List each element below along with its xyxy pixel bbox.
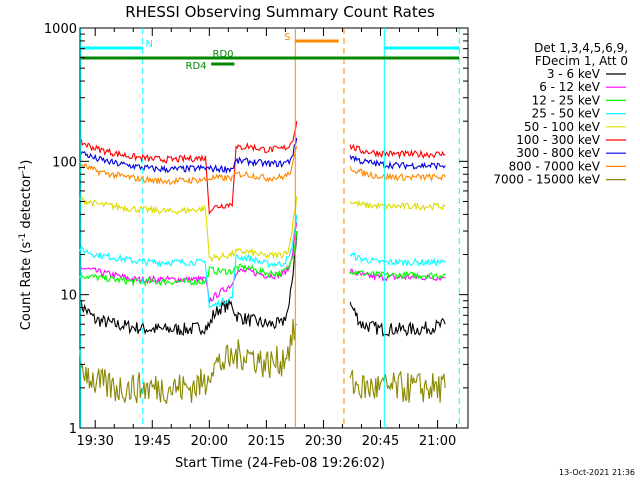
legend-header-line-2: FDecim 1, Att 0 <box>535 54 628 68</box>
series-line-3-part-1 <box>349 251 446 267</box>
x-tick-label-5: 20:45 <box>362 434 399 449</box>
flag-layer: N S RD0 RD4 <box>80 32 460 72</box>
series-line-2-part-0 <box>79 231 298 287</box>
x-tick-label-4: 20:30 <box>305 434 342 449</box>
legend-label-2: 12 - 25 keV <box>532 93 601 107</box>
y-tick-label-0: 1 <box>69 422 77 437</box>
series-line-2-part-1 <box>349 269 446 280</box>
x-axis-label: Start Time (24-Feb-08 19:26:02) <box>175 456 385 471</box>
legend-label-8: 7000 - 15000 keV <box>493 173 600 187</box>
legend-header-line-1: Det 1,3,4,5,6,9, <box>534 41 628 55</box>
x-tick-label-6: 21:00 <box>419 434 456 449</box>
legend: Det 1,3,4,5,6,9, FDecim 1, Att 0 3 - 6 k… <box>493 41 628 187</box>
legend-label-7: 800 - 7000 keV <box>509 159 601 173</box>
plot-frame <box>79 27 469 429</box>
marker-layer <box>80 28 460 428</box>
y-tick-label-2: 100 <box>52 155 77 170</box>
legend-label-1: 6 - 12 keV <box>539 80 601 94</box>
flag-label-3: RD4 <box>186 61 207 72</box>
y-axis-label-mid: detector <box>19 173 34 233</box>
series-line-4-part-1 <box>349 199 446 212</box>
series-line-1-part-0 <box>79 222 298 303</box>
series-line-5-part-1 <box>349 143 446 160</box>
flag-label-0: N <box>145 39 152 50</box>
x-tick-label-2: 20:00 <box>191 434 228 449</box>
chart-title: RHESSI Observing Summary Count Rates <box>125 3 435 21</box>
series-line-7-part-1 <box>349 166 446 183</box>
legend-label-5: 100 - 300 keV <box>516 133 600 147</box>
series-line-7-part-0 <box>79 145 298 186</box>
flag-label-2: RD0 <box>213 49 234 60</box>
flag-label-1: S <box>284 32 290 43</box>
legend-label-3: 25 - 50 keV <box>532 107 601 121</box>
series-line-4-part-0 <box>79 195 298 263</box>
tick-layer: 19:30 19:45 20:00 20:15 20:30 20:45 21:00 1 10 10… <box>44 22 468 449</box>
series-layer <box>79 121 446 404</box>
legend-label-6: 300 - 800 keV <box>516 146 600 160</box>
series-line-8-part-1 <box>349 369 446 403</box>
x-tick-label-1: 19:45 <box>134 434 171 449</box>
series-line-0-part-1 <box>349 301 446 337</box>
series-line-3-part-0 <box>79 214 298 309</box>
series-line-8-part-0 <box>79 318 298 404</box>
x-tick-label-3: 20:15 <box>248 434 285 449</box>
y-axis-label-end: ) <box>19 160 34 165</box>
y-tick-label-1: 10 <box>60 289 77 304</box>
plot-area: N S RD0 RD4 19:30 19:45 20:00 20:15 20:30 20:45 2… <box>44 22 469 449</box>
y-axis-label-sup2: -1 <box>18 165 28 174</box>
x-tick-label-0: 19:30 <box>76 434 113 449</box>
legend-label-4: 50 - 100 keV <box>524 120 601 134</box>
y-axis-label: Count Rate (s-1 detector-1) <box>18 160 34 331</box>
y-tick-label-3: 1000 <box>44 22 77 37</box>
series-line-5-part-0 <box>79 121 298 216</box>
series-line-6-part-1 <box>349 155 446 171</box>
render-timestamp: 13-Oct-2021 21:36 <box>559 468 635 477</box>
series-line-6-part-0 <box>79 137 298 175</box>
y-axis-label-main: Count Rate (s <box>19 242 34 331</box>
series-line-0-part-0 <box>79 231 298 336</box>
legend-label-0: 3 - 6 keV <box>547 67 601 81</box>
y-axis-label-sup1: -1 <box>18 233 28 242</box>
